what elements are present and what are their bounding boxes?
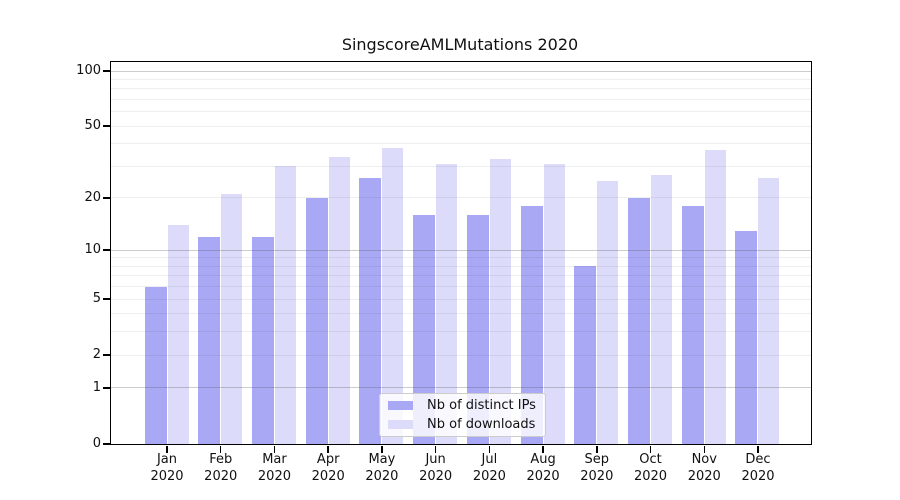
legend: Nb of distinct IPs Nb of downloads bbox=[379, 393, 546, 437]
bar-distinct-ips bbox=[413, 215, 436, 444]
bar-downloads bbox=[704, 150, 726, 444]
x-tick-label: Feb 2020 bbox=[204, 452, 238, 484]
legend-entry-distinct-ips: Nb of distinct IPs bbox=[388, 398, 545, 413]
gridline bbox=[111, 298, 811, 300]
gridline bbox=[111, 257, 811, 259]
y-axis-tick bbox=[102, 354, 110, 356]
bar-downloads bbox=[436, 163, 458, 444]
x-tick-label: May 2020 bbox=[365, 452, 399, 484]
bar-downloads bbox=[597, 180, 619, 444]
x-tick-label: Aug 2020 bbox=[526, 452, 560, 484]
x-axis-tick bbox=[703, 445, 706, 453]
legend-label-distinct-ips: Nb of distinct IPs bbox=[427, 398, 536, 413]
gridline bbox=[111, 331, 811, 333]
gridline bbox=[111, 197, 811, 199]
y-tick-label: 10 bbox=[84, 242, 101, 258]
y-tick-label: 50 bbox=[84, 118, 101, 134]
x-axis-tick bbox=[649, 445, 652, 453]
y-tick-label: 100 bbox=[76, 63, 101, 78]
y-axis-tick bbox=[102, 125, 110, 127]
gridline bbox=[111, 286, 811, 288]
chart-title: SingscoreAMLMutations 2020 bbox=[341, 35, 579, 54]
x-tick-label: Apr 2020 bbox=[311, 452, 345, 484]
x-axis-tick bbox=[273, 445, 276, 453]
legend-swatch-distinct-ips bbox=[388, 401, 413, 410]
gridline bbox=[111, 249, 811, 251]
y-tick-label: 2 bbox=[92, 347, 101, 363]
plot-area: Nb of distinct IPs Nb of downloads 0 1 2 5 1… bbox=[76, 61, 812, 484]
gridline bbox=[111, 88, 811, 90]
bar-downloads bbox=[274, 166, 296, 444]
gridline bbox=[111, 354, 811, 356]
bar-downloads bbox=[758, 177, 780, 444]
bar-distinct-ips bbox=[144, 286, 167, 444]
bar-distinct-ips bbox=[359, 177, 382, 444]
x-tick-label: Nov 2020 bbox=[687, 452, 721, 484]
y-axis-tick bbox=[102, 387, 110, 389]
bar-distinct-ips bbox=[681, 206, 704, 444]
x-axis-tick bbox=[434, 445, 437, 453]
y-tick-label: 20 bbox=[84, 189, 101, 205]
y-axis-tick bbox=[102, 443, 110, 445]
gridline bbox=[111, 275, 811, 277]
x-tick-label: Jul 2020 bbox=[472, 452, 506, 484]
bar-distinct-ips bbox=[735, 230, 758, 444]
gridline bbox=[111, 125, 811, 127]
legend-swatch-downloads bbox=[388, 420, 413, 429]
x-tick-label: Jun 2020 bbox=[419, 452, 453, 484]
bar-downloads bbox=[489, 158, 511, 444]
bar-distinct-ips bbox=[305, 197, 328, 444]
x-tick-label: Dec 2020 bbox=[741, 452, 775, 484]
gridline bbox=[111, 111, 811, 113]
x-tick-label: Mar 2020 bbox=[257, 452, 291, 484]
bar-downloads bbox=[543, 163, 565, 444]
x-axis-tick bbox=[219, 445, 222, 453]
x-axis-tick bbox=[381, 445, 383, 453]
gridline bbox=[111, 313, 811, 315]
y-tick-label: 5 bbox=[92, 291, 101, 307]
gridline bbox=[111, 98, 811, 100]
y-axis-tick bbox=[102, 249, 110, 251]
bar-downloads bbox=[167, 225, 189, 444]
x-axis-tick bbox=[166, 445, 168, 453]
gridline bbox=[111, 70, 811, 72]
bar-downloads bbox=[651, 174, 673, 444]
gridline bbox=[111, 78, 811, 80]
legend-entry-downloads: Nb of downloads bbox=[388, 417, 545, 432]
gridline bbox=[111, 265, 811, 267]
x-axis-tick bbox=[488, 445, 491, 453]
bar-downloads bbox=[382, 147, 404, 444]
y-axis-tick bbox=[102, 197, 110, 199]
bar-distinct-ips bbox=[520, 206, 543, 444]
bar-distinct-ips bbox=[466, 215, 489, 444]
bar-downloads bbox=[328, 156, 350, 444]
x-axis-tick bbox=[327, 445, 329, 453]
x-axis-tick bbox=[596, 445, 598, 453]
x-axis-tick bbox=[757, 445, 759, 453]
x-tick-label: Sep 2020 bbox=[580, 452, 614, 484]
bar-distinct-ips bbox=[628, 197, 651, 444]
gridline bbox=[111, 165, 811, 167]
y-tick-label: 1 bbox=[92, 379, 101, 395]
bar-distinct-ips bbox=[574, 266, 597, 444]
gridline bbox=[111, 143, 811, 145]
x-tick-label: Oct 2020 bbox=[633, 452, 668, 484]
x-axis-tick bbox=[542, 445, 544, 453]
y-axis-tick bbox=[102, 70, 110, 72]
bar-downloads bbox=[221, 194, 243, 444]
legend-label-downloads: Nb of downloads bbox=[427, 417, 536, 432]
y-axis-tick bbox=[102, 298, 110, 300]
bar-distinct-ips bbox=[251, 236, 274, 444]
bar-distinct-ips bbox=[198, 236, 221, 444]
x-tick-label: Jan 2020 bbox=[150, 452, 184, 484]
gridline bbox=[111, 387, 811, 389]
y-tick-label: 0 bbox=[92, 436, 101, 451]
